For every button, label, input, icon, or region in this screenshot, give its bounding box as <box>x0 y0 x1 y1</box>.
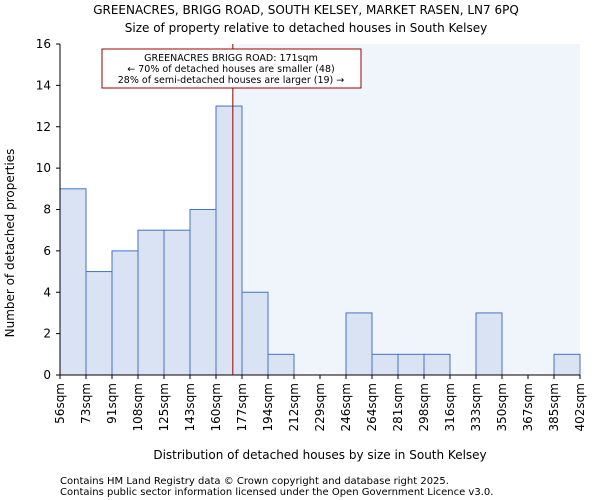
chart-title: GREENACRES, BRIGG ROAD, SOUTH KELSEY, MA… <box>93 3 519 17</box>
bar-143sqm <box>189 209 217 376</box>
x-tick-label-160sqm: 160sqm <box>209 383 223 431</box>
bar-333sqm <box>475 312 503 376</box>
bar-385sqm <box>553 353 581 376</box>
bar-91sqm <box>111 250 139 376</box>
x-tick-label-229sqm: 229sqm <box>313 383 327 431</box>
bar-281sqm <box>397 353 425 376</box>
bar-108sqm <box>137 229 165 376</box>
x-tick-label-194sqm: 194sqm <box>261 383 275 431</box>
x-tick-label-316sqm: 316sqm <box>443 383 457 431</box>
annotation-line-3: 28% of semi-detached houses are larger (… <box>118 75 345 86</box>
x-tick-label-264sqm: 264sqm <box>365 383 379 431</box>
x-tick-label-350sqm: 350sqm <box>495 383 509 431</box>
x-tick-label-298sqm: 298sqm <box>417 383 431 431</box>
x-tick-label-108sqm: 108sqm <box>131 383 145 431</box>
bar-73sqm <box>85 271 113 376</box>
highlight-region <box>232 44 580 375</box>
bar-177sqm <box>241 291 269 376</box>
annotation-line-1: GREENACRES BRIGG ROAD: 171sqm <box>144 53 318 64</box>
y-axis-label: Number of detached properties <box>3 149 17 338</box>
footer-line-2: Contains public sector information licen… <box>60 487 493 498</box>
bar-194sqm <box>267 353 295 376</box>
y-tick-label-8: 8 <box>43 203 51 217</box>
annotation-box <box>101 48 362 89</box>
x-tick-label-125sqm: 125sqm <box>157 383 171 431</box>
plot-area: 0 2 4 6 8 10 12 14 16 56sqm 73sqm 91sqm 108sqm 125sqm… <box>36 37 587 431</box>
x-tick-label-246sqm: 246sqm <box>339 383 353 431</box>
y-tick-label-2: 2 <box>43 327 51 341</box>
annotation-line-2: ← 70% of detached houses are smaller (48… <box>127 64 334 75</box>
x-tick-label-73sqm: 73sqm <box>79 383 93 424</box>
bar-56sqm <box>59 188 87 376</box>
y-tick-label-4: 4 <box>43 285 51 299</box>
x-tick-label-143sqm: 143sqm <box>183 383 197 431</box>
x-tick-label-281sqm: 281sqm <box>391 383 405 431</box>
x-tick-label-212sqm: 212sqm <box>287 383 301 431</box>
y-tick-label-12: 12 <box>36 120 51 134</box>
bar-264sqm <box>371 353 399 376</box>
y-tick-label-10: 10 <box>36 161 51 175</box>
y-tick-label-0: 0 <box>43 368 51 382</box>
chart-subtitle: Size of property relative to detached ho… <box>125 21 487 35</box>
bar-246sqm <box>345 312 373 376</box>
y-tick-label-16: 16 <box>36 37 51 51</box>
x-tick-label-367sqm: 367sqm <box>521 383 535 431</box>
bar-160sqm <box>215 105 243 376</box>
x-tick-label-402sqm: 402sqm <box>573 383 587 431</box>
x-tick-label-385sqm: 385sqm <box>547 383 561 431</box>
footer-line-1: Contains HM Land Registry data © Crown c… <box>60 476 449 487</box>
bar-125sqm <box>163 229 191 376</box>
bar-298sqm <box>423 353 451 376</box>
y-tick-label-6: 6 <box>43 244 51 258</box>
x-tick-label-91sqm: 91sqm <box>105 383 119 424</box>
x-axis-label: Distribution of detached houses by size … <box>153 448 486 462</box>
y-tick-label-14: 14 <box>36 78 51 92</box>
x-tick-label-56sqm: 56sqm <box>53 383 67 424</box>
x-tick-label-177sqm: 177sqm <box>235 383 249 431</box>
x-tick-label-333sqm: 333sqm <box>469 383 483 431</box>
